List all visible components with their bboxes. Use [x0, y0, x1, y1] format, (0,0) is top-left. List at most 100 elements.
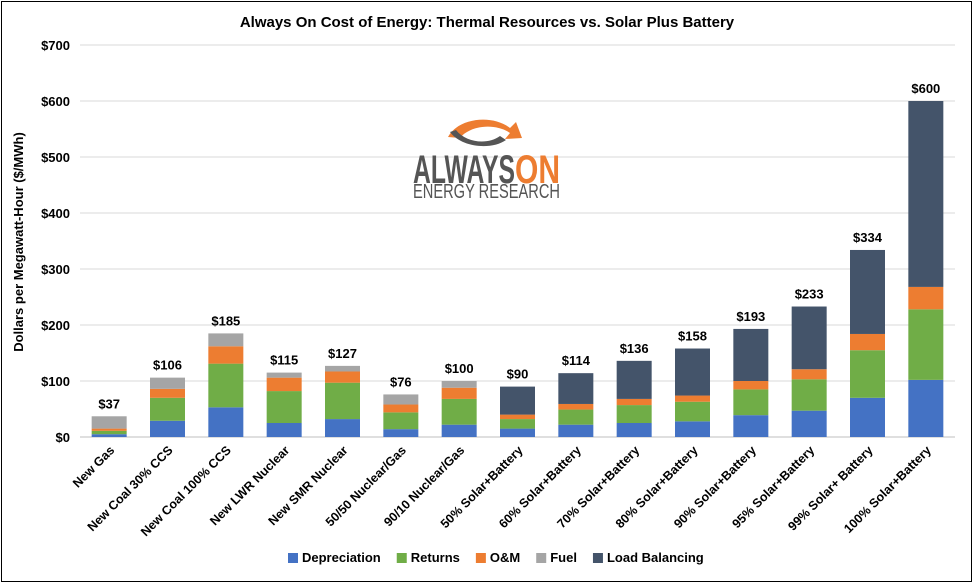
total-labels: $37 $106 $185 $115 $127 $76 $100 $90 $114 $136 $15…: [98, 81, 940, 411]
legend-swatch: [536, 553, 547, 563]
y-tick-label: $500: [41, 150, 70, 165]
legend-label: Fuel: [550, 550, 577, 565]
legend-label: Depreciation: [302, 550, 381, 565]
bar-segment: [441, 424, 477, 437]
bar-segment: [675, 421, 710, 437]
y-tick-label: $700: [41, 38, 70, 53]
bar-segment: [441, 398, 477, 425]
bar-segment: [791, 379, 827, 411]
total-label: $127: [328, 346, 357, 361]
total-label: $37: [98, 396, 120, 411]
y-tick-label: $300: [41, 262, 70, 277]
bar-segment: [908, 379, 944, 437]
bar-segment: [558, 409, 594, 425]
bar-segment: [441, 381, 477, 388]
bar-segment: [850, 249, 885, 334]
bar-segment: [500, 428, 535, 437]
bar-segment: [150, 388, 185, 398]
bar-segment: [91, 416, 127, 429]
bar-segment: [208, 333, 244, 347]
bar-segment: [383, 412, 419, 430]
logo-word-right: ON: [515, 148, 560, 192]
total-label: $334: [853, 230, 883, 245]
total-label: $100: [445, 361, 474, 376]
bar-segment: [908, 309, 944, 380]
legend-label: Load Balancing: [607, 550, 704, 565]
y-tick-label: $600: [41, 94, 70, 109]
logo-swoosh-dark-icon: [450, 130, 506, 147]
bar-segment: [908, 286, 944, 310]
bar-segment: [266, 423, 302, 437]
bar-segment: [908, 101, 944, 287]
bar-segment: [850, 350, 885, 398]
y-tick-label: $0: [56, 430, 70, 445]
logo-swoosh-icon: [448, 119, 522, 139]
bar-segment: [850, 397, 885, 437]
legend-swatch: [396, 553, 407, 563]
total-label: $185: [211, 313, 240, 328]
bar-segment: [325, 371, 360, 383]
bar-segment: [733, 381, 769, 390]
bar-segment: [91, 434, 127, 437]
bar-segment: [850, 333, 885, 351]
bar-segment: [208, 407, 244, 437]
bar-segment: [616, 398, 652, 406]
bar-segment: [733, 328, 769, 381]
bar-segment: [733, 415, 769, 437]
total-label: $136: [620, 341, 649, 356]
total-label: $114: [562, 353, 591, 368]
bar-segment: [791, 410, 827, 437]
bar-segment: [325, 419, 360, 437]
legend-swatch: [288, 553, 298, 563]
total-label: $115: [270, 353, 298, 368]
bar-segment: [500, 386, 535, 415]
chart-title: Always On Cost of Energy: Thermal Resour…: [240, 14, 735, 31]
bar-segment: [558, 424, 594, 437]
bar-segment: [675, 401, 710, 422]
bar-segment: [91, 430, 127, 435]
bar-segment: [383, 394, 419, 405]
alwayson-logo: ALWAYS ON ENERGY RESEARCH: [413, 119, 560, 203]
bar-segment: [733, 389, 769, 416]
total-label: $90: [507, 367, 529, 382]
total-label: $76: [390, 374, 412, 389]
bar-segment: [150, 420, 185, 437]
bar-layer: [91, 101, 944, 437]
y-tick-label: $200: [41, 318, 70, 333]
legend-label: O&M: [490, 550, 520, 565]
bar-segment: [675, 348, 710, 396]
bar-segment: [266, 391, 302, 423]
y-tick-labels: $0 $100 $200 $300 $400 $500 $600 $700: [41, 38, 70, 445]
bar-segment: [325, 365, 360, 372]
bar-segment: [500, 414, 535, 420]
bar-segment: [266, 377, 302, 392]
bar-segment: [500, 419, 535, 429]
total-label: $600: [911, 81, 940, 96]
bar-segment: [791, 369, 827, 380]
bar-segment: [150, 397, 185, 421]
legend-swatch: [475, 553, 486, 563]
category-label: New Gas: [70, 443, 117, 490]
legend: Depreciation Returns O&M Fuel Load Balancing: [288, 550, 704, 565]
bar-segment: [616, 360, 652, 399]
total-label: $158: [678, 329, 707, 344]
legend-label: Returns: [411, 550, 460, 565]
bar-segment: [325, 382, 360, 420]
bar-segment: [383, 404, 419, 413]
y-tick-label: $400: [41, 206, 70, 221]
bar-segment: [675, 395, 710, 402]
bar-segment: [558, 403, 594, 410]
legend-swatch: [592, 553, 603, 563]
total-label: $106: [153, 358, 182, 373]
bar-segment: [150, 377, 185, 389]
logo-word-left: ALWAYS: [413, 148, 515, 192]
bar-segment: [791, 306, 827, 370]
logo-subtitle: ENERGY RESEARCH: [413, 181, 560, 203]
bar-segment: [558, 373, 594, 404]
bar-segment: [266, 372, 302, 378]
bar-segment: [208, 346, 244, 364]
bar-segment: [616, 405, 652, 423]
